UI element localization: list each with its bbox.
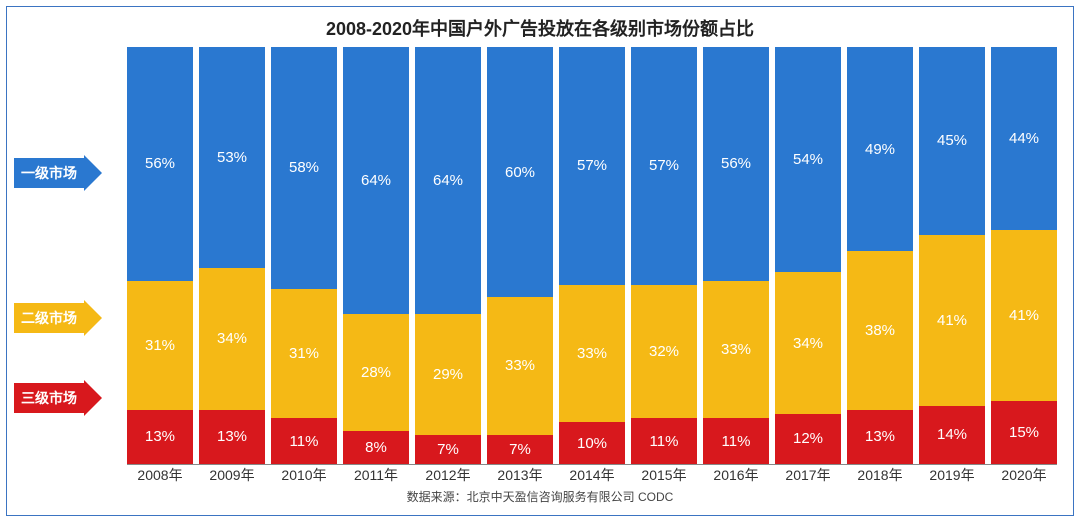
bar-2020年: 44%41%15%: [991, 47, 1057, 464]
legend-tier1: 一级市场: [14, 155, 104, 191]
bar-2019年: 45%41%14%: [919, 47, 985, 464]
legend-label-tier3: 三级市场: [14, 383, 84, 413]
bar-2018年: 49%38%13%: [847, 47, 913, 464]
segment-tier3: 7%: [487, 435, 553, 464]
segment-tier3: 11%: [271, 418, 337, 464]
segment-tier3: 11%: [631, 418, 697, 464]
arrow-icon: [84, 155, 102, 191]
segment-tier1: 53%: [199, 47, 265, 268]
segment-tier2: 41%: [919, 235, 985, 406]
segment-tier3: 10%: [559, 422, 625, 464]
segment-tier3: 15%: [991, 401, 1057, 464]
segment-tier3: 12%: [775, 414, 841, 464]
segment-tier1: 45%: [919, 47, 985, 235]
chart-frame: 2008-2020年中国户外广告投放在各级别市场份额占比 56%31%13%53…: [6, 6, 1074, 516]
bar-2009年: 53%34%13%: [199, 47, 265, 464]
x-label: 2017年: [775, 461, 841, 485]
x-label: 2010年: [271, 461, 337, 485]
bar-2014年: 57%33%10%: [559, 47, 625, 464]
bar-2017年: 54%34%12%: [775, 47, 841, 464]
legend-label-tier1: 一级市场: [14, 158, 84, 188]
segment-tier1: 64%: [343, 47, 409, 314]
segment-tier3: 13%: [199, 410, 265, 464]
segment-tier1: 58%: [271, 47, 337, 289]
segment-tier3: 11%: [703, 418, 769, 464]
stacked-bar-chart: 56%31%13%53%34%13%58%31%11%64%28%8%64%29…: [127, 47, 1057, 465]
bar-2015年: 57%32%11%: [631, 47, 697, 464]
segment-tier2: 29%: [415, 314, 481, 435]
bar-2013年: 60%33%7%: [487, 47, 553, 464]
x-label: 2018年: [847, 461, 913, 485]
x-label: 2015年: [631, 461, 697, 485]
x-label: 2011年: [343, 461, 409, 485]
bar-2012年: 64%29%7%: [415, 47, 481, 464]
segment-tier2: 32%: [631, 285, 697, 418]
segment-tier2: 41%: [991, 230, 1057, 401]
segment-tier1: 64%: [415, 47, 481, 314]
legend-tier3: 三级市场: [14, 380, 104, 416]
segment-tier1: 56%: [127, 47, 193, 281]
segment-tier1: 54%: [775, 47, 841, 272]
x-label: 2008年: [127, 461, 193, 485]
bar-2016年: 56%33%11%: [703, 47, 769, 464]
chart-title: 2008-2020年中国户外广告投放在各级别市场份额占比: [7, 7, 1073, 41]
segment-tier2: 38%: [847, 251, 913, 409]
x-label: 2013年: [487, 461, 553, 485]
bar-2011年: 64%28%8%: [343, 47, 409, 464]
segment-tier3: 8%: [343, 431, 409, 464]
bar-2010年: 58%31%11%: [271, 47, 337, 464]
source-note: 数据来源：北京中天盈信咨询服务有限公司 CODC: [7, 488, 1073, 505]
x-label: 2012年: [415, 461, 481, 485]
segment-tier3: 13%: [847, 410, 913, 464]
segment-tier2: 34%: [775, 272, 841, 414]
segment-tier3: 13%: [127, 410, 193, 464]
x-label: 2014年: [559, 461, 625, 485]
legend-label-tier2: 二级市场: [14, 303, 84, 333]
x-label: 2009年: [199, 461, 265, 485]
segment-tier1: 56%: [703, 47, 769, 281]
legend-tier2: 二级市场: [14, 300, 104, 336]
segment-tier2: 31%: [127, 281, 193, 410]
x-label: 2019年: [919, 461, 985, 485]
x-label: 2016年: [703, 461, 769, 485]
segment-tier2: 33%: [703, 281, 769, 419]
x-label: 2020年: [991, 461, 1057, 485]
segment-tier3: 14%: [919, 406, 985, 464]
source-prefix: 数据来源：: [407, 490, 467, 504]
bar-2008年: 56%31%13%: [127, 47, 193, 464]
segment-tier1: 60%: [487, 47, 553, 297]
segment-tier2: 34%: [199, 268, 265, 410]
x-axis: 2008年2009年2010年2011年2012年2013年2014年2015年…: [127, 461, 1057, 485]
arrow-icon: [84, 380, 102, 416]
source-text: 北京中天盈信咨询服务有限公司 CODC: [467, 490, 674, 504]
segment-tier1: 57%: [631, 47, 697, 285]
segment-tier1: 49%: [847, 47, 913, 251]
segment-tier2: 31%: [271, 289, 337, 418]
segment-tier1: 57%: [559, 47, 625, 285]
segment-tier2: 33%: [487, 297, 553, 435]
segment-tier2: 33%: [559, 285, 625, 423]
arrow-icon: [84, 300, 102, 336]
segment-tier3: 7%: [415, 435, 481, 464]
segment-tier2: 28%: [343, 314, 409, 431]
segment-tier1: 44%: [991, 47, 1057, 230]
